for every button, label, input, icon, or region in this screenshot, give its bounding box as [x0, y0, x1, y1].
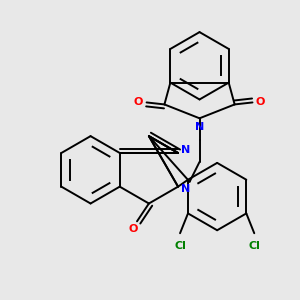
- Text: O: O: [134, 98, 143, 107]
- Text: Cl: Cl: [174, 241, 186, 251]
- Text: O: O: [256, 98, 265, 107]
- Text: N: N: [182, 184, 190, 194]
- Text: N: N: [195, 122, 204, 132]
- Text: Cl: Cl: [248, 241, 260, 251]
- Text: N: N: [182, 145, 190, 155]
- Text: O: O: [128, 224, 138, 234]
